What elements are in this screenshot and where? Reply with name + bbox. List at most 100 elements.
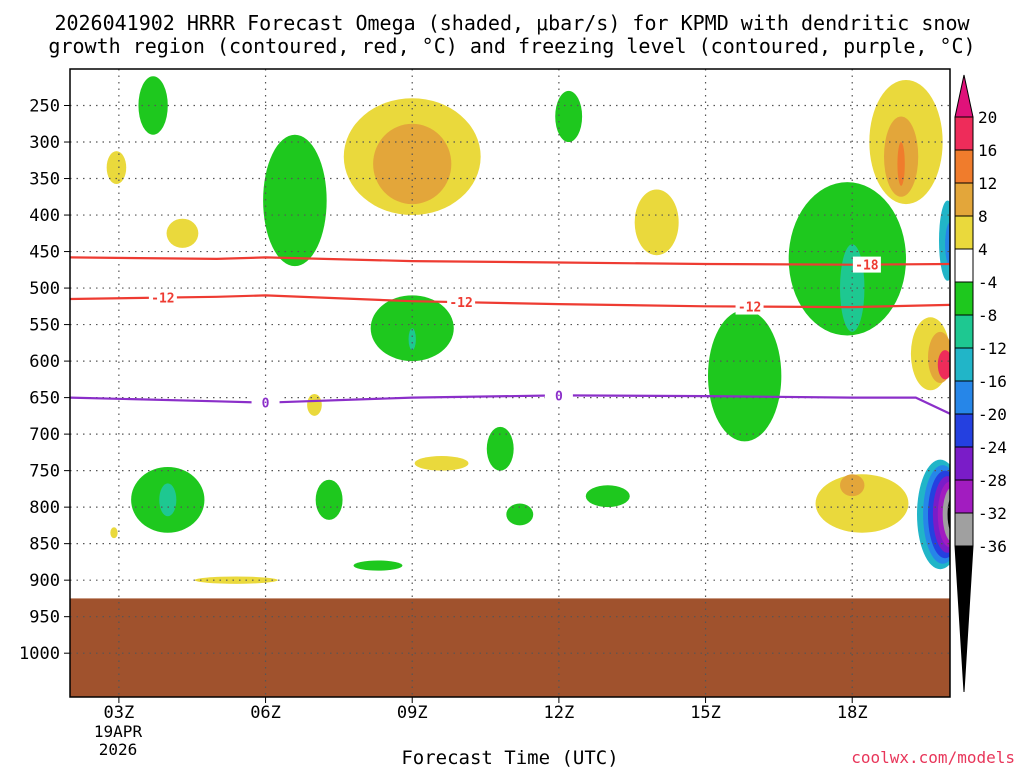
- omega-region-39: [942, 487, 950, 541]
- x-tick-label-12Z: 12Z: [544, 703, 575, 723]
- colorbar-bottom-arrow: [954, 545, 974, 693]
- dendritic-top-contour: [70, 256, 950, 266]
- x-tick-label-06Z: 06Z: [250, 703, 281, 723]
- dendritic-bottom-contour-label-1: -12: [449, 296, 472, 311]
- colorbar-swatch-12: [954, 512, 974, 547]
- omega-region-3: [555, 90, 583, 143]
- x-tick-label-18Z: 18Z: [837, 703, 868, 723]
- colorbar-label-1: 16: [978, 141, 997, 160]
- y-tick-label-900: 900: [29, 571, 60, 591]
- y-tick-label-450: 450: [29, 243, 60, 263]
- colorbar-label-2: 12: [978, 174, 997, 193]
- omega-region-9: [585, 485, 630, 508]
- dendritic-bottom-contour-label-bg-0: [148, 289, 177, 306]
- freezing-level-contour-label-bg-0: [251, 394, 280, 411]
- omega-region-19: [166, 218, 199, 248]
- freezing-level-contour-label-1: 0: [555, 389, 563, 404]
- colorbar-label-9: -20: [978, 405, 1007, 424]
- y-tick-label-850: 850: [29, 535, 60, 555]
- ground-surface: [70, 598, 950, 697]
- dendritic-top-contour-label-bg-0: [852, 256, 881, 273]
- omega-region-26: [373, 123, 452, 205]
- colorbar: 20 16 12 8 4 -4 -8 -12 -16 -20 -24 -28 -32 -36: [954, 74, 1007, 693]
- grid-lines: [70, 69, 950, 697]
- omega-region-7: [506, 503, 534, 526]
- colorbar-swatch-1: [954, 149, 974, 184]
- omega-region-23: [110, 527, 118, 539]
- temperature-contours: -18 -12 -12 -12 0 0: [70, 256, 950, 415]
- y-tick-label-250: 250: [29, 97, 60, 117]
- x-tick-label-15Z: 15Z: [690, 703, 721, 723]
- plot-area: -18 -12 -12 -12 0 0: [69, 68, 951, 698]
- colorbar-swatch-8: [954, 380, 974, 415]
- omega-region-20: [307, 393, 322, 416]
- y-tick-label-950: 950: [29, 608, 60, 628]
- colorbar-label-10: -24: [978, 438, 1007, 457]
- dendritic-top-contour-label-0: -18: [855, 259, 879, 274]
- y-tick-label-700: 700: [29, 425, 60, 445]
- omega-shaded-regions: [106, 76, 950, 584]
- freezing-level-contour-label-0: 0: [262, 397, 270, 412]
- y-tick-label-350: 350: [29, 170, 60, 190]
- y-tick-label-550: 550: [29, 316, 60, 336]
- colorbar-swatch-5: [954, 281, 974, 316]
- y-tick-label-1000: 1000: [19, 644, 60, 664]
- omega-region-8: [353, 560, 403, 571]
- colorbar-top-arrow: [954, 74, 974, 118]
- omega-region-13: [408, 328, 416, 351]
- freezing-level-contour: [70, 394, 950, 415]
- x-axis-label: Forecast Time (UTC): [401, 747, 618, 768]
- date-label-year: 2026: [99, 740, 138, 759]
- chart-title-line-1: 2026041902 HRRR Forecast Omega (shaded, …: [54, 11, 970, 35]
- colorbar-label-11: -28: [978, 471, 1007, 490]
- omega-region-24: [815, 474, 909, 533]
- freezing-level-contour-label-bg-1: [544, 387, 573, 404]
- x-axis: 03Z 06Z 09Z 12Z 15Z 18Z: [104, 697, 868, 723]
- omega-region-2: [370, 295, 454, 362]
- colorbar-label-7: -12: [978, 339, 1007, 358]
- colorbar-label-3: 8: [978, 207, 988, 226]
- omega-region-21: [414, 456, 469, 471]
- y-tick-label-500: 500: [29, 279, 60, 299]
- credit-text: coolwx.com/models: [851, 748, 1015, 767]
- dendritic-bottom-contour-label-bg-2: [735, 298, 764, 315]
- date-label-day: 19APR: [94, 722, 143, 741]
- y-tick-label-600: 600: [29, 352, 60, 372]
- colorbar-swatch-9: [954, 413, 974, 448]
- x-tick-label-03Z: 03Z: [104, 703, 135, 723]
- omega-region-18: [106, 151, 127, 185]
- colorbar-label-0: 20: [978, 108, 997, 127]
- colorbar-swatch-10: [954, 446, 974, 481]
- y-tick-label-800: 800: [29, 498, 60, 518]
- omega-region-5: [315, 479, 343, 520]
- omega-region-33: [945, 222, 950, 267]
- colorbar-swatch-0: [954, 116, 974, 151]
- chart-title-line-2: growth region (contoured, red, °C) and f…: [48, 34, 975, 58]
- colorbar-label-5: -4: [978, 273, 997, 292]
- colorbar-label-12: -32: [978, 504, 1007, 523]
- y-tick-label-400: 400: [29, 206, 60, 226]
- omega-region-31: [937, 350, 950, 380]
- y-tick-label-650: 650: [29, 389, 60, 409]
- dendritic-bottom-contour-label-bg-1: [447, 294, 476, 311]
- colorbar-label-13: -36: [978, 537, 1007, 556]
- colorbar-label-4: 4: [978, 240, 988, 259]
- colorbar-swatch-3: [954, 215, 974, 250]
- omega-region-0: [138, 76, 168, 135]
- x-tick-label-09Z: 09Z: [397, 703, 428, 723]
- colorbar-label-6: -8: [978, 306, 997, 325]
- dendritic-bottom-contour-label-0: -12: [151, 292, 174, 307]
- omega-region-12: [159, 483, 177, 517]
- y-axis: 250 300 350 400 450 500 550 600 650 700 750 800 850 9…: [19, 97, 70, 664]
- dendritic-bottom-contour-label-2: -12: [738, 301, 761, 316]
- colorbar-swatch-4: [954, 248, 974, 283]
- colorbar-swatch-7: [954, 347, 974, 382]
- colorbar-swatch-2: [954, 182, 974, 217]
- colorbar-label-8: -16: [978, 372, 1007, 391]
- y-tick-label-300: 300: [29, 133, 60, 153]
- omega-region-10: [708, 309, 782, 442]
- omega-region-6: [486, 426, 514, 471]
- omega-region-16: [634, 189, 679, 256]
- dendritic-bottom-contour: [70, 294, 950, 309]
